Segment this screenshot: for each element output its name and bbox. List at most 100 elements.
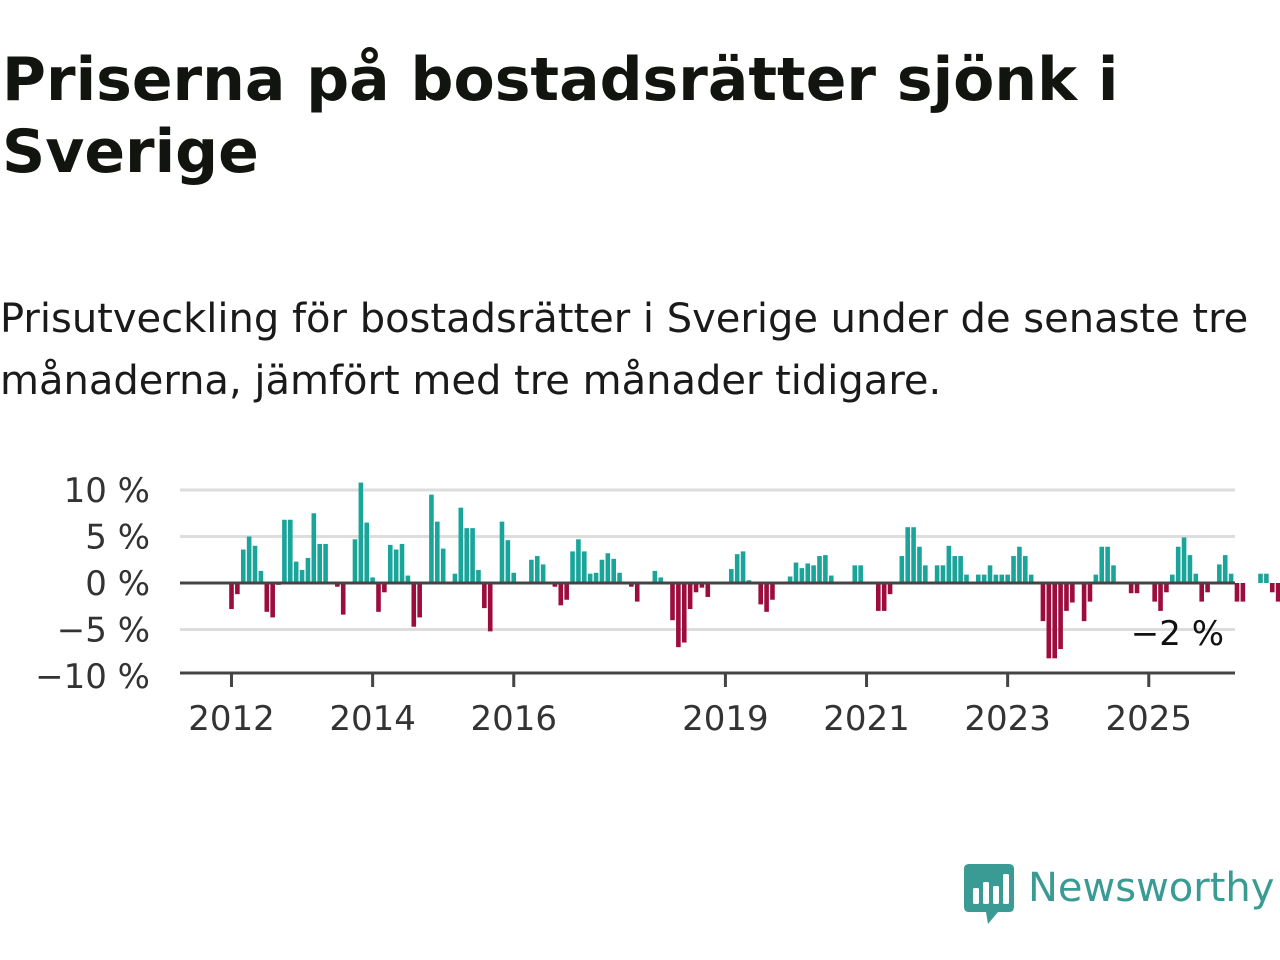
bar	[540, 564, 546, 583]
bar	[940, 565, 946, 583]
bar	[817, 556, 822, 583]
x-tick-label: 2014	[329, 699, 416, 739]
bar	[1193, 573, 1199, 583]
bar	[582, 551, 587, 583]
bar	[476, 569, 481, 583]
bar	[1228, 573, 1234, 583]
bar	[387, 544, 393, 583]
bar	[529, 559, 534, 583]
bar	[1005, 574, 1010, 583]
bar	[288, 519, 293, 583]
bar	[1070, 583, 1075, 603]
bar-chart-speech-bubble-icon	[964, 864, 1014, 924]
bar	[335, 583, 340, 587]
bar	[1011, 556, 1016, 583]
bar	[1023, 556, 1028, 583]
x-tick-label: 2019	[682, 699, 769, 739]
bar	[1134, 583, 1140, 594]
bar	[593, 572, 599, 583]
bar	[617, 572, 622, 583]
x-tick-label: 2021	[823, 699, 910, 739]
bar	[1087, 583, 1093, 602]
bar	[1269, 583, 1275, 593]
bar	[605, 553, 611, 583]
bar	[946, 545, 952, 583]
bar	[958, 556, 963, 583]
bar	[793, 562, 799, 583]
bar	[376, 583, 381, 612]
bar	[370, 577, 375, 583]
bar	[1234, 583, 1240, 602]
bar	[887, 583, 893, 595]
bar	[399, 543, 405, 583]
bar	[734, 554, 740, 583]
bar	[975, 574, 981, 583]
bar	[570, 551, 575, 583]
bar	[740, 551, 746, 583]
bar	[340, 583, 346, 615]
bar	[1264, 573, 1269, 583]
bar	[1058, 583, 1063, 650]
bar	[1275, 583, 1280, 602]
bar	[652, 570, 658, 583]
bar	[905, 527, 910, 583]
bar	[811, 565, 816, 583]
bar	[681, 583, 687, 643]
bar	[1181, 537, 1187, 583]
bar	[764, 583, 769, 612]
bar	[464, 528, 469, 583]
bar	[264, 583, 270, 612]
bar	[599, 559, 605, 583]
bar	[993, 574, 999, 583]
axis-labels: 10 % 5 % 0 % −5 % −10 % 2012 2014 2016 2019 2021 2…	[35, 471, 1224, 739]
y-tick-label: −10 %	[35, 657, 150, 697]
gridlines	[180, 488, 1235, 631]
bar	[1099, 546, 1105, 583]
bar	[1081, 583, 1087, 622]
bar	[440, 548, 446, 583]
bar	[1017, 546, 1022, 583]
bar	[482, 583, 487, 609]
bar	[758, 583, 763, 605]
bars	[229, 482, 1280, 659]
bar	[899, 556, 905, 583]
bar	[587, 573, 593, 583]
bar	[687, 583, 693, 610]
bar	[917, 546, 922, 583]
bar	[770, 583, 775, 600]
x-tick-label: 2012	[188, 699, 275, 739]
bar	[1093, 574, 1099, 583]
bar	[1222, 555, 1228, 583]
bar	[499, 521, 505, 583]
bar	[1240, 583, 1246, 602]
bar	[240, 549, 246, 583]
axes	[180, 581, 1235, 687]
y-tick-label: −5 %	[57, 611, 150, 651]
bar	[1111, 565, 1116, 583]
bar	[393, 549, 399, 583]
bar	[352, 539, 358, 583]
bar	[487, 583, 493, 632]
bar	[1158, 583, 1163, 611]
page-subtitle: Prisutveckling för bostadsrätter i Sveri…	[0, 296, 1249, 404]
bar	[705, 583, 711, 597]
bar	[799, 568, 805, 583]
bar	[452, 573, 458, 583]
bar	[611, 558, 616, 583]
bar	[576, 539, 581, 583]
bar	[934, 565, 940, 583]
bar	[534, 556, 540, 583]
bar	[511, 572, 517, 583]
bar	[458, 507, 464, 583]
bar	[1170, 574, 1175, 583]
bar	[1175, 546, 1181, 583]
newsworthy-logo: Newsworthy	[964, 864, 1274, 926]
bar	[505, 540, 511, 583]
bar	[252, 545, 258, 583]
bar	[999, 574, 1005, 583]
bar	[876, 583, 881, 611]
bar	[787, 576, 793, 583]
y-tick-label: 0 %	[85, 564, 150, 604]
bar	[1152, 583, 1157, 602]
bar	[1046, 583, 1052, 659]
